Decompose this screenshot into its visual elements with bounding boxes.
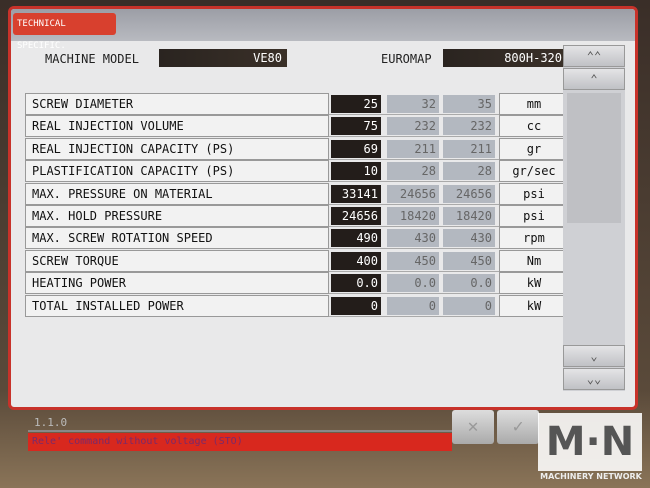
- actual-value[interactable]: 0: [331, 296, 381, 315]
- table-row: REAL INJECTION CAPACITY (PS) 69 211 211 gr: [25, 137, 569, 160]
- option-value-1: 24656: [387, 184, 439, 203]
- actual-value[interactable]: 69: [331, 139, 381, 158]
- row-label: MAX. PRESSURE ON MATERIAL: [25, 182, 329, 205]
- machine-model-label: MACHINE MODEL: [45, 52, 139, 66]
- table-row: TOTAL INSTALLED POWER 0 0 0 kW: [25, 294, 569, 317]
- watermark-logo: M·N: [538, 413, 642, 471]
- unit-label: Nm: [499, 249, 569, 272]
- option-value-2: 0: [443, 296, 495, 315]
- version-status: 1.1.0: [28, 414, 452, 432]
- unit-label: rpm: [499, 227, 569, 250]
- scroll-bottom-button[interactable]: ⌄⌄: [563, 368, 625, 390]
- actual-value[interactable]: 400: [331, 251, 381, 270]
- actual-value[interactable]: 0.0: [331, 274, 381, 293]
- table-row: REAL INJECTION VOLUME 75 232 232 cc: [25, 115, 569, 138]
- option-value-2: 28: [443, 162, 495, 181]
- hmi-screen: TECHNICAL SPECIFIC. MACHINE MODEL VE80 E…: [8, 6, 638, 410]
- table-row: MAX. HOLD PRESSURE 24656 18420 18420 psi: [25, 205, 569, 227]
- option-value-1: 0: [387, 296, 439, 315]
- euromap-value: 800H-320: [443, 49, 567, 67]
- row-label: SCREW TORQUE: [25, 249, 329, 272]
- option-value-2: 211: [443, 139, 495, 158]
- actual-value[interactable]: 490: [331, 229, 381, 248]
- euromap-label: EUROMAP: [381, 52, 432, 66]
- option-value-2: 232: [443, 117, 495, 136]
- scroll-thumb[interactable]: [567, 93, 621, 223]
- option-value-1: 28: [387, 162, 439, 181]
- row-label: SCREW DIAMETER: [25, 93, 329, 115]
- row-label: PLASTIFICATION CAPACITY (PS): [25, 160, 329, 183]
- tab-technical-specific[interactable]: TECHNICAL SPECIFIC.: [13, 13, 116, 51]
- row-label: TOTAL INSTALLED POWER: [25, 294, 329, 317]
- row-label: MAX. HOLD PRESSURE: [25, 205, 329, 227]
- option-value-2: 0.0: [443, 274, 495, 293]
- scroll-top-button[interactable]: ⌃⌃: [563, 45, 625, 67]
- actual-value[interactable]: 24656: [331, 207, 381, 225]
- row-label: REAL INJECTION VOLUME: [25, 115, 329, 138]
- table-row: SCREW TORQUE 400 450 450 Nm: [25, 249, 569, 272]
- unit-label: cc: [499, 115, 569, 138]
- unit-label: psi: [499, 182, 569, 205]
- unit-label: psi: [499, 205, 569, 227]
- unit-label: mm: [499, 93, 569, 115]
- option-value-1: 18420: [387, 207, 439, 225]
- unit-label: gr: [499, 137, 569, 160]
- scrollbar[interactable]: ⌃⌃ ⌃ ⌄ ⌄⌄: [563, 45, 625, 391]
- actual-value[interactable]: 25: [331, 95, 381, 113]
- table-row: HEATING POWER 0.0 0.0 0.0 kW: [25, 272, 569, 295]
- table-row: MAX. SCREW ROTATION SPEED 490 430 430 rpm: [25, 227, 569, 250]
- scroll-up-button[interactable]: ⌃: [563, 68, 625, 90]
- actual-value[interactable]: 33141: [331, 184, 381, 203]
- scroll-down-button[interactable]: ⌄: [563, 345, 625, 367]
- option-value-2: 35: [443, 95, 495, 113]
- option-value-1: 32: [387, 95, 439, 113]
- unit-label: kW: [499, 294, 569, 317]
- option-value-2: 430: [443, 229, 495, 248]
- alarm-message[interactable]: Rele' command without voltage (STO): [28, 433, 452, 451]
- row-label: REAL INJECTION CAPACITY (PS): [25, 137, 329, 160]
- table-row: MAX. PRESSURE ON MATERIAL 33141 24656 24656…: [25, 182, 569, 205]
- option-value-2: 450: [443, 251, 495, 270]
- option-value-1: 0.0: [387, 274, 439, 293]
- table-row: PLASTIFICATION CAPACITY (PS) 10 28 28 gr/sec: [25, 160, 569, 183]
- option-value-1: 450: [387, 251, 439, 270]
- confirm-button[interactable]: ✓: [497, 410, 539, 444]
- actual-value[interactable]: 75: [331, 117, 381, 136]
- row-label: HEATING POWER: [25, 272, 329, 295]
- watermark-text: MACHINERY NETWORK: [540, 472, 642, 481]
- option-value-2: 24656: [443, 184, 495, 203]
- table-row: SCREW DIAMETER 25 32 35 mm: [25, 93, 569, 115]
- option-value-1: 232: [387, 117, 439, 136]
- cancel-button[interactable]: ✕: [452, 410, 494, 444]
- option-value-2: 18420: [443, 207, 495, 225]
- machine-model-value: VE80: [159, 49, 287, 67]
- option-value-1: 430: [387, 229, 439, 248]
- unit-label: gr/sec: [499, 160, 569, 183]
- row-label: MAX. SCREW ROTATION SPEED: [25, 227, 329, 250]
- actual-value[interactable]: 10: [331, 162, 381, 181]
- header-bar: TECHNICAL SPECIFIC.: [11, 9, 635, 51]
- option-value-1: 211: [387, 139, 439, 158]
- unit-label: kW: [499, 272, 569, 295]
